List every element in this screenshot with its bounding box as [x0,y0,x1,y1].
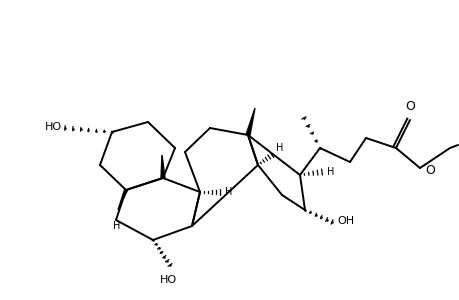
Text: H: H [326,167,334,177]
Polygon shape [161,155,165,178]
Text: OH: OH [336,216,353,226]
Text: O: O [424,164,434,177]
Text: H: H [113,221,120,231]
Text: H: H [224,187,232,197]
Text: H: H [275,142,283,152]
Text: O: O [404,100,414,112]
Polygon shape [118,189,127,210]
Text: HO: HO [160,275,177,285]
Polygon shape [246,108,254,136]
Text: HO: HO [45,122,62,132]
